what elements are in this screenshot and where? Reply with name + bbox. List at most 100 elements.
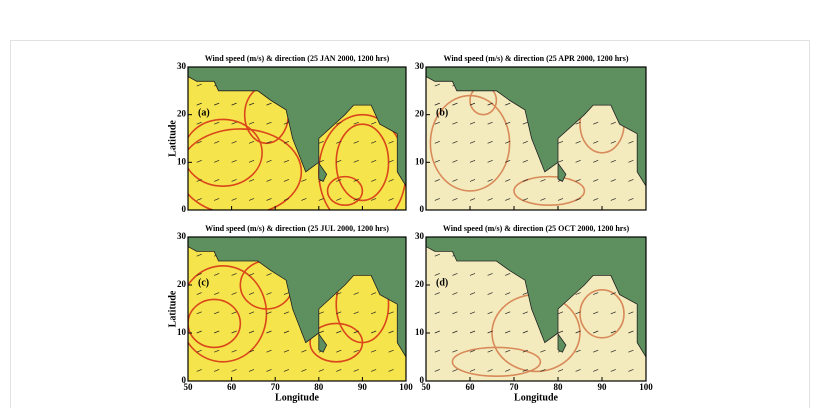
wind-arrow [266, 292, 272, 295]
wind-arrow [336, 179, 342, 182]
wind-arrow [231, 292, 237, 295]
wind-arrow [196, 160, 202, 163]
wind-arrow [248, 311, 255, 315]
wind-arrow [214, 349, 220, 353]
wind-arrow [487, 179, 493, 182]
wind-arrow [214, 273, 220, 276]
wind-arrow [196, 369, 202, 372]
figure-content: Wind speed (m/s) & direction (25 JAN 200… [167, 54, 653, 403]
wind-arrow [231, 273, 237, 276]
wind-arrow [540, 369, 546, 372]
land [318, 332, 328, 353]
panel-title: Wind speed (m/s) & direction (25 JUL 200… [205, 224, 389, 233]
x-tick-label: 70 [510, 382, 520, 392]
wind-arrow [610, 160, 616, 163]
wind-arrow [370, 311, 377, 315]
wind-arrow [196, 140, 202, 144]
map-panel [188, 237, 406, 381]
wind-arrow [336, 121, 342, 125]
wind-arrow [196, 198, 202, 201]
wind-arrow [388, 349, 394, 353]
wind-arrow [283, 160, 290, 163]
y-tick-label: 0 [420, 375, 425, 385]
x-tick-label: 90 [598, 382, 608, 392]
panel-title: Wind speed (m/s) & direction (25 JAN 200… [205, 54, 390, 63]
wind-arrow [469, 198, 476, 201]
wind-arrow [557, 140, 564, 144]
contour [513, 175, 586, 207]
y-tick-label: 30 [177, 231, 187, 241]
y-tick-label: 0 [182, 204, 187, 214]
wind-arrow [452, 273, 458, 276]
wind-arrow [557, 369, 564, 372]
wind-arrow [353, 311, 359, 315]
y-tick-label: 10 [415, 327, 425, 337]
y-tick-label: 30 [415, 61, 425, 71]
x-axis-label: Longitude [514, 392, 558, 403]
wind-arrow [505, 330, 511, 334]
wind-arrow [522, 330, 528, 334]
contour [579, 288, 625, 339]
contour [188, 298, 242, 349]
wind-arrow [434, 330, 440, 334]
wind-arrow [283, 179, 290, 182]
wind-arrow [196, 253, 202, 257]
x-axis-label: Longitude [275, 392, 319, 403]
wind-arrow [505, 140, 511, 144]
panel-label: (b) [436, 107, 448, 118]
y-tick-label: 30 [415, 231, 425, 241]
panel-label: (d) [436, 277, 448, 288]
wind-arrow [522, 140, 528, 144]
y-tick-label: 20 [415, 109, 425, 119]
contour [309, 322, 364, 363]
x-tick-label: 50 [422, 382, 432, 392]
wind-arrow [575, 140, 581, 144]
wind-arrow [487, 292, 493, 295]
wind-arrow [214, 160, 220, 163]
wind-arrow [505, 179, 511, 182]
wind-arrow [628, 198, 634, 201]
wind-arrow [388, 369, 394, 372]
wind-arrow [283, 140, 290, 144]
wind-arrow [248, 292, 255, 295]
panel-label: (a) [198, 107, 210, 118]
contour [188, 128, 303, 210]
wind-arrow [301, 198, 307, 201]
panel-title: Wind speed (m/s) & direction (25 APR 200… [443, 54, 628, 63]
wind-arrow [469, 140, 476, 144]
wind-arrow [610, 311, 616, 315]
wind-arrow [283, 121, 290, 125]
wind-arrow [370, 160, 377, 163]
wind-arrow [231, 311, 237, 315]
contour [429, 94, 511, 192]
wind-arrow [196, 349, 202, 353]
wind-arrow [248, 198, 255, 201]
wind-arrow [469, 369, 476, 372]
wind-arrow [248, 349, 255, 353]
wind-arrow [452, 330, 458, 334]
wind-arrow [336, 198, 342, 201]
wind-arrow [452, 349, 458, 353]
wind-arrow [540, 179, 546, 182]
wind-arrow [434, 369, 440, 372]
wind-arrow [283, 369, 290, 372]
wind-arrow [370, 330, 377, 334]
wind-arrow [628, 369, 634, 372]
wind-arrow [610, 369, 616, 372]
wind-arrow [434, 273, 440, 276]
wind-arrow [610, 330, 616, 334]
y-tick-label: 30 [177, 61, 187, 71]
y-axis-label: Latitude [167, 290, 178, 327]
wind-arrow [336, 369, 342, 372]
panel-frame [425, 66, 647, 211]
wind-arrow [266, 369, 272, 372]
wind-arrow [353, 179, 359, 182]
wind-arrow [196, 102, 202, 106]
wind-arrow [196, 179, 202, 182]
wind-arrow [196, 121, 202, 125]
wind-arrow [434, 179, 440, 182]
wind-arrow [370, 349, 377, 353]
wind-arrow [575, 349, 581, 353]
wind-arrow [353, 140, 359, 144]
wind-arrow [434, 349, 440, 353]
